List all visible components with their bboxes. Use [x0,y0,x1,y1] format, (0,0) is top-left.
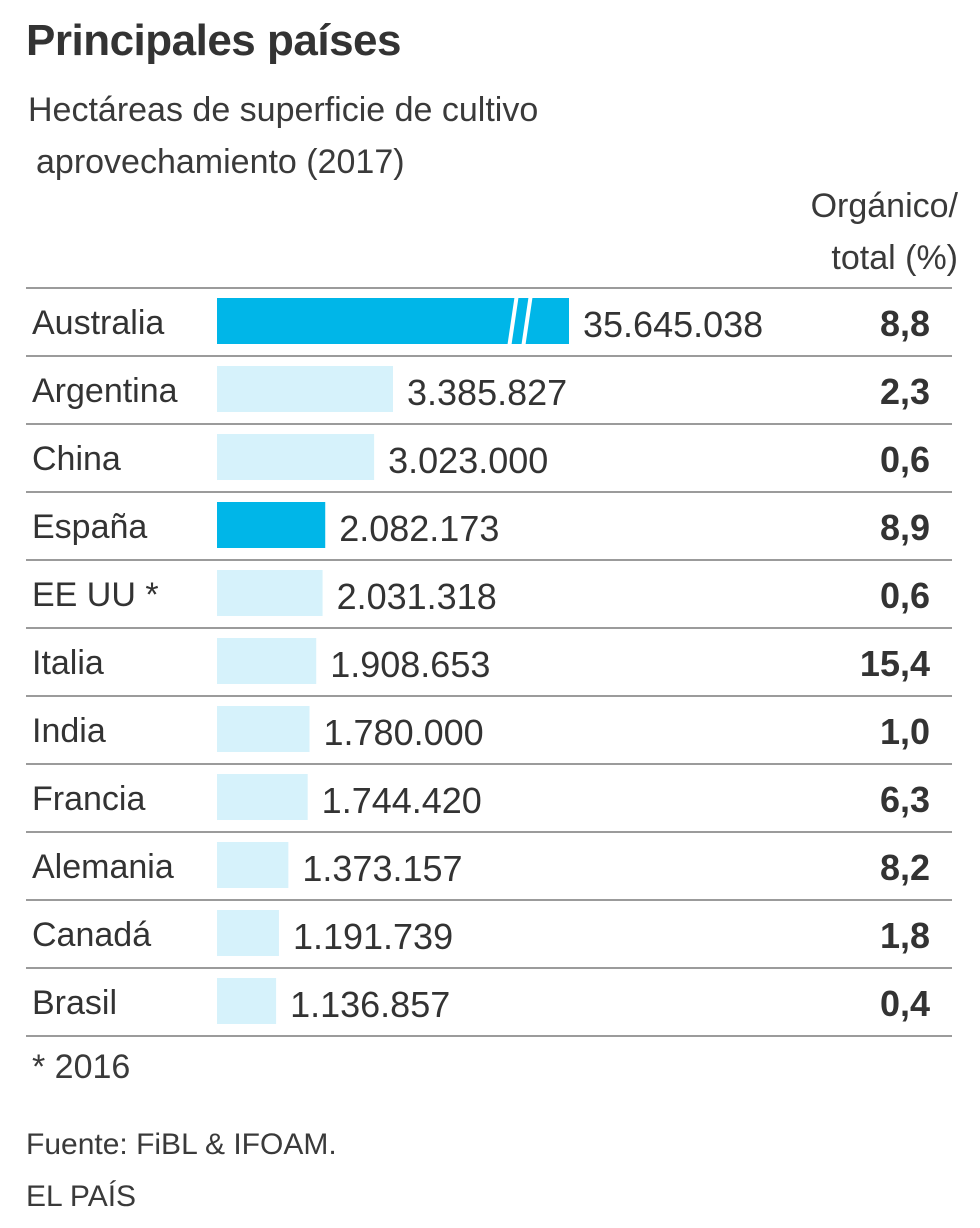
organic-share-label: 8,2 [880,847,930,888]
subtitle-line-1: Hectáreas de superficie de cultivo [28,91,539,129]
bar [217,774,308,820]
country-label: Brasil [32,984,117,1022]
value-label: 1.744.420 [322,780,482,821]
country-label: India [32,712,106,750]
publisher-brand: EL PAÍS [26,1180,137,1213]
value-label: 35.645.038 [583,304,763,345]
organic-share-label: 2,3 [880,371,930,412]
subtitle-line-2: aprovechamiento (2017) [36,143,405,181]
source-note: Fuente: FiBL & IFOAM. [26,1128,337,1161]
country-label: China [32,440,121,478]
column-header-line-1: Orgánico/ [810,187,958,225]
country-label: Francia [32,780,145,818]
organic-share-column-header: Orgánico/ total (%) [811,180,958,284]
organic-share-label: 8,8 [880,303,930,344]
column-header-line-2: total (%) [831,239,958,277]
bar [217,978,277,1024]
country-label: EE UU * [32,576,159,614]
value-label: 1.373.157 [302,848,462,889]
country-label: Alemania [32,848,174,886]
organic-share-label: 1,0 [880,711,930,752]
organic-share-label: 1,8 [880,915,930,956]
bar [217,502,326,548]
bar [217,434,375,480]
value-label: 1.191.739 [293,916,453,957]
value-label: 2.031.318 [337,576,497,617]
bar [217,366,393,412]
organic-share-label: 0,6 [880,575,930,616]
axis-break-mark [507,293,519,349]
axis-break-mark [521,293,533,349]
organic-share-label: 0,6 [880,439,930,480]
organic-share-label: 6,3 [880,779,930,820]
country-label: Italia [32,644,104,682]
country-label: Australia [32,304,164,342]
value-label: 3.385.827 [407,372,567,413]
country-label: España [32,508,147,546]
organic-share-label: 0,4 [880,983,930,1024]
bar [217,910,279,956]
footnote: * 2016 [32,1048,131,1086]
country-label: Argentina [32,372,178,410]
country-label: Canadá [32,916,151,954]
organic-share-label: 8,9 [880,507,930,548]
value-label: 1.908.653 [330,644,490,685]
bar [217,570,323,616]
bar [217,706,310,752]
value-label: 1.136.857 [290,984,450,1025]
value-label: 1.780.000 [324,712,484,753]
value-label: 2.082.173 [339,508,499,549]
value-label: 3.023.000 [388,440,548,481]
bar [217,842,289,888]
chart-title: Principales países [26,16,402,65]
bar [217,638,317,684]
chart-subtitle: Hectáreas de superficie de cultivo aprov… [28,84,668,188]
organic-share-label: 15,4 [860,643,930,684]
